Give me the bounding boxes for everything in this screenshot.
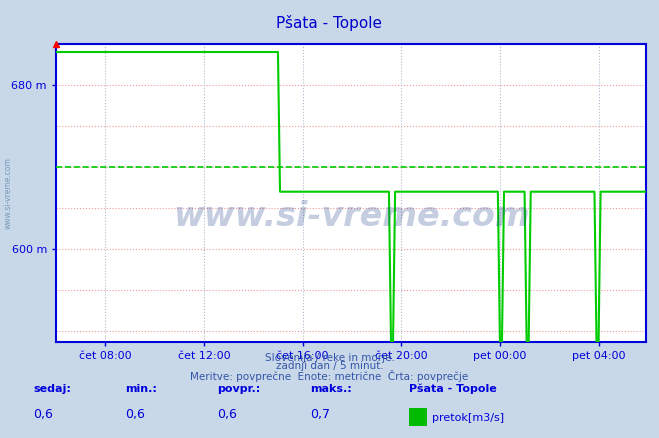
- Text: povpr.:: povpr.:: [217, 384, 261, 394]
- Text: 0,6: 0,6: [125, 408, 145, 421]
- Text: min.:: min.:: [125, 384, 157, 394]
- Text: Meritve: povprečne  Enote: metrične  Črta: povprečje: Meritve: povprečne Enote: metrične Črta:…: [190, 370, 469, 382]
- Text: 0,6: 0,6: [217, 408, 237, 421]
- Text: 0,7: 0,7: [310, 408, 330, 421]
- Text: 0,6: 0,6: [33, 408, 53, 421]
- Text: www.si-vreme.com: www.si-vreme.com: [3, 157, 13, 229]
- Text: pretok[m3/s]: pretok[m3/s]: [432, 413, 503, 423]
- Text: maks.:: maks.:: [310, 384, 351, 394]
- Text: sedaj:: sedaj:: [33, 384, 71, 394]
- Text: Pšata - Topole: Pšata - Topole: [277, 15, 382, 32]
- Text: Pšata - Topole: Pšata - Topole: [409, 384, 496, 394]
- Text: www.si-vreme.com: www.si-vreme.com: [173, 200, 529, 233]
- Text: Slovenija / reke in morje.: Slovenija / reke in morje.: [264, 353, 395, 363]
- Text: zadnji dan / 5 minut.: zadnji dan / 5 minut.: [275, 361, 384, 371]
